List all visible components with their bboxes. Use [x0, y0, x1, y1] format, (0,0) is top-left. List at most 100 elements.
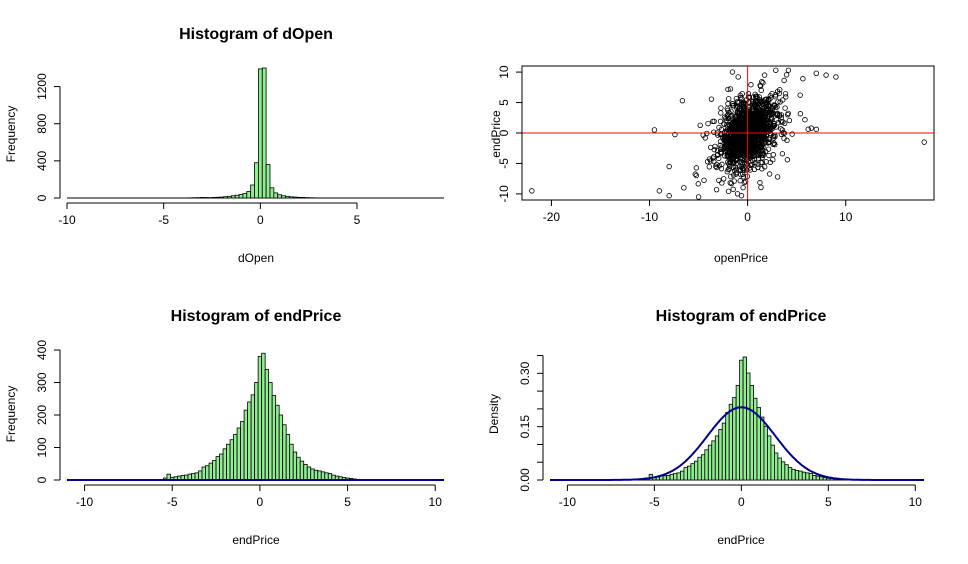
- scatter-point: [783, 94, 789, 100]
- scatter-point: [708, 144, 714, 151]
- scatter-point: [705, 120, 711, 127]
- x-tick-label: 0: [744, 210, 751, 224]
- histogram-bar: [261, 352, 266, 481]
- scatter-point: [761, 164, 768, 170]
- histogram-bar: [815, 475, 821, 481]
- scatter-point: [726, 128, 733, 135]
- scatter-point: [771, 140, 777, 146]
- histogram-bar: [240, 421, 245, 481]
- histogram-bar: [257, 68, 263, 199]
- scatter-point: [784, 111, 791, 118]
- scatter-point: [732, 122, 738, 129]
- histogram-bar: [250, 394, 256, 481]
- histogram-bar: [215, 456, 220, 481]
- histogram-bar: [760, 416, 765, 481]
- histogram-endprice-frequency-panel: Histogram of endPrice endPrice Frequency…: [4, 308, 444, 547]
- scatter-point: [763, 126, 769, 132]
- scatter-point: [757, 82, 763, 89]
- histogram-bar: [300, 197, 306, 199]
- scatter-point: [732, 128, 738, 135]
- scatter-point: [765, 114, 772, 120]
- histogram-bar: [822, 477, 827, 481]
- histogram-bar: [264, 369, 270, 481]
- histogram-bar: [278, 414, 284, 481]
- scatter-point: [717, 138, 724, 145]
- scatter-point: [718, 105, 724, 111]
- histogram-bar: [261, 67, 267, 199]
- density-curve: [550, 406, 924, 481]
- scatter-point: [711, 129, 717, 135]
- histogram-bar: [246, 191, 252, 199]
- histogram-bar: [265, 164, 271, 199]
- scatter-point: [763, 159, 769, 165]
- histogram-bar: [683, 467, 688, 481]
- scatter-point: [725, 134, 732, 141]
- histogram-bar: [714, 435, 720, 481]
- histogram-bar: [198, 470, 203, 481]
- histogram-bar: [746, 372, 751, 481]
- histogram-bar: [230, 195, 236, 199]
- histogram-dopen-panel: Histogram of dOpen dOpen Frequency -10 -5…: [4, 26, 444, 265]
- scatter-point: [813, 70, 819, 77]
- x-tick-label: -10: [58, 213, 76, 227]
- scatter-point: [777, 99, 783, 105]
- scatter-point: [724, 148, 730, 155]
- y-axis: 0.00 0.15 0.30: [518, 355, 544, 492]
- histogram-bar: [243, 409, 249, 481]
- scatter-point: [651, 127, 658, 133]
- scatter-point: [739, 165, 746, 172]
- scatter-point: [779, 151, 786, 157]
- scatter-point: [744, 157, 750, 163]
- scatter-point: [760, 152, 766, 159]
- histogram-bar: [690, 463, 695, 481]
- x-tick-label: -5: [167, 495, 178, 509]
- scatter-point: [797, 111, 804, 117]
- scatter-point: [725, 152, 731, 158]
- scatter-point: [786, 117, 793, 124]
- histogram-bar: [211, 197, 217, 199]
- scatter-point: [695, 194, 702, 200]
- scatter-point: [765, 140, 771, 146]
- scatter-point: [733, 118, 740, 124]
- x-tick-label: 5: [354, 213, 361, 227]
- y-axis: -10 -5 0 5 10: [497, 65, 523, 203]
- scatter-point: [725, 96, 732, 102]
- scatter-point: [728, 180, 735, 187]
- scatter-point: [679, 97, 686, 104]
- scatter-point: [741, 179, 748, 186]
- scatter-point: [716, 124, 722, 131]
- scatter-point: [730, 143, 736, 150]
- x-tick-label: 5: [344, 495, 351, 509]
- scatter-point: [666, 193, 672, 199]
- histogram-bar: [229, 439, 234, 481]
- scatter-point: [529, 188, 535, 194]
- scatter-point: [727, 159, 733, 166]
- scatter-point: [797, 92, 803, 98]
- histogram-bar: [794, 469, 800, 481]
- histogram-bar: [254, 382, 259, 481]
- histogram-bar: [784, 464, 789, 481]
- histogram-bar: [798, 470, 803, 481]
- scatter-point: [706, 164, 713, 170]
- scatter-point: [718, 110, 724, 116]
- x-axis: -20 -10 0 10: [543, 199, 853, 224]
- y-tick-label: 1200: [35, 73, 49, 100]
- scatter-point: [768, 110, 774, 117]
- scatter-point: [737, 92, 743, 99]
- scatter-point: [692, 171, 698, 177]
- scatter-point: [732, 164, 739, 170]
- scatter-point: [921, 139, 927, 145]
- histogram-bar: [223, 196, 228, 199]
- scatter-point: [721, 137, 727, 143]
- scatter-point: [770, 123, 776, 129]
- histogram-bar: [233, 434, 238, 481]
- x-tick-label: -20: [543, 210, 561, 224]
- histogram-bar: [324, 472, 329, 481]
- scatter-point: [721, 146, 727, 152]
- histogram-bar: [269, 187, 275, 199]
- histogram-bar: [808, 473, 814, 481]
- histogram-bar: [227, 195, 232, 199]
- scatter-point: [757, 111, 763, 117]
- scatter-point: [750, 157, 756, 164]
- x-tick-label: -10: [641, 210, 659, 224]
